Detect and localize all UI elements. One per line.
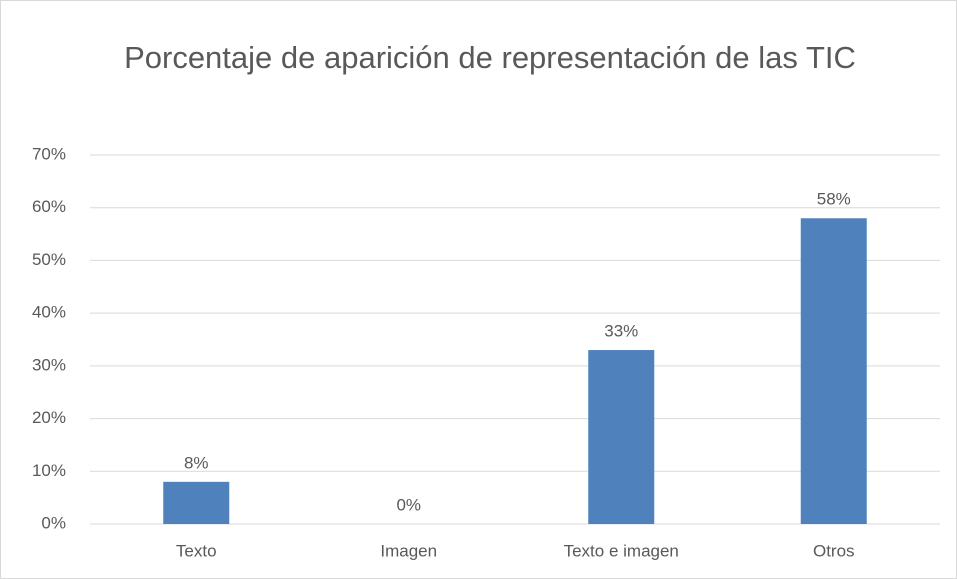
x-tick-label: Otros (813, 541, 855, 560)
bar (163, 481, 230, 524)
value-label: 8% (184, 453, 209, 472)
y-tick-label: 0% (41, 513, 66, 532)
x-tick-label: Texto e imagen (564, 541, 679, 560)
bar (800, 218, 867, 524)
y-tick-label: 50% (32, 250, 66, 269)
value-label: 33% (604, 322, 638, 341)
y-tick-label: 60% (32, 197, 66, 216)
value-label: 0% (396, 495, 421, 514)
y-tick-label: 40% (32, 303, 66, 322)
bar (588, 350, 655, 524)
x-tick-label: Imagen (380, 541, 437, 560)
x-tick-label: Texto (176, 541, 217, 560)
chart-title: Porcentaje de aparición de representació… (124, 40, 856, 75)
y-tick-label: 30% (32, 355, 66, 374)
y-tick-label: 70% (32, 144, 66, 163)
value-label: 58% (817, 190, 851, 209)
y-tick-label: 20% (32, 408, 66, 427)
y-tick-label: 10% (32, 461, 66, 480)
